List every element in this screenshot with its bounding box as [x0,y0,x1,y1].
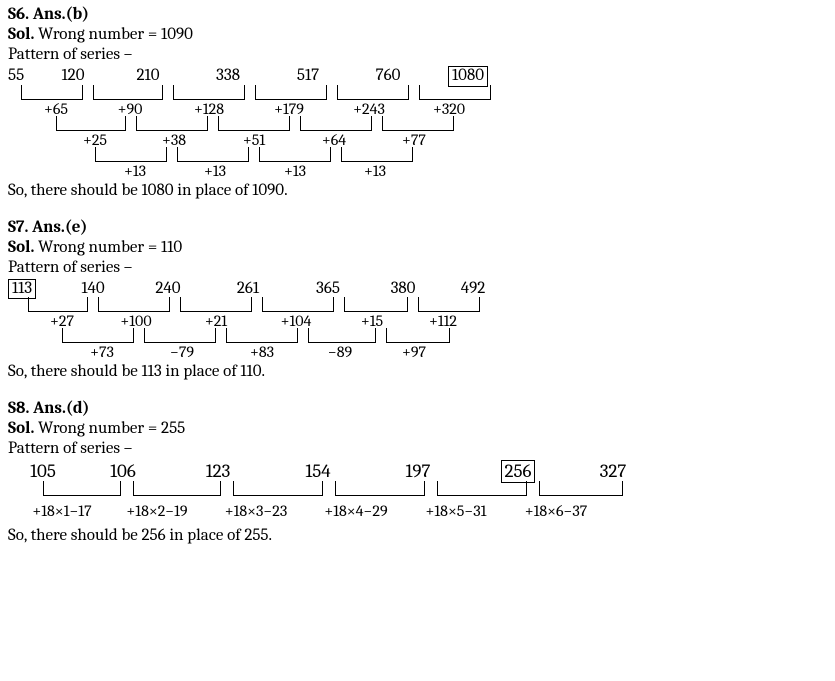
s8-conclusion: So, there should be 256 in place of 255. [8,526,827,545]
s7-d2-0: +73 [62,343,142,361]
solution-s6: S6. Ans.(b) Sol. Wrong number = 1090 Pat… [8,5,827,200]
s8-wrong: Wrong number = 255 [38,419,185,438]
s8-sol-label: Sol. [8,419,34,438]
s6-d3-1: +13 [175,162,255,180]
s8-t0: 105 [8,460,78,483]
solution-s7: S7. Ans.(e) Sol. Wrong number = 110 Patt… [8,218,827,382]
s7-br2 [8,328,827,343]
s8-d1-0: +18×1−17 [16,502,108,520]
s8-t1: 106 [78,460,168,483]
s6-wrong: Wrong number = 1090 [38,25,193,44]
s7-t5: 380 [368,279,438,300]
s7-series: 113 140 240 261 365 380 492 [8,279,827,300]
s7-t0-box: 113 [8,279,36,300]
s6-sol-line: Sol. Wrong number = 1090 [8,25,827,44]
s6-d3: +13 +13 +13 +13 [8,162,827,180]
s6-d3-3: +13 [335,162,415,180]
s8-d1: +18×1−17 +18×2−19 +18×3−23 +18×4−29 +18×… [8,502,827,520]
s7-t2: 240 [128,279,208,300]
s6-d3-0: +13 [95,162,175,180]
s6-br2 [8,116,827,131]
s8-pattern-label: Pattern of series – [8,439,827,458]
s7-d2-1: −79 [142,343,222,361]
s8-t5: 256 [468,460,568,483]
s6-d3-2: +13 [255,162,335,180]
s7-t0: 113 [8,279,58,300]
s6-t4: 517 [268,66,348,87]
s6-t6-box: 1080 [448,66,488,87]
s6-t6: 1080 [428,66,508,87]
s7-d2-4: +97 [378,343,450,361]
s7-t4: 365 [288,279,368,300]
s6-t2: 210 [108,66,188,87]
s8-header: S8. Ans.(d) [8,399,827,418]
s7-d2-3: −89 [302,343,378,361]
s7-t1: 140 [58,279,128,300]
s7-sol-label: Sol. [8,238,34,257]
s7-pattern-label: Pattern of series – [8,258,827,277]
s8-d1-2: +18×3−23 [206,502,306,520]
s7-conclusion: So, there should be 113 in place of 110. [8,362,827,381]
s8-d1-3: +18×4−29 [306,502,406,520]
s8-t4: 197 [368,460,468,483]
s7-sol-line: Sol. Wrong number = 110 [8,238,827,257]
s7-t6: 492 [438,279,508,300]
s7-d2: +73 −79 +83 −89 +97 [8,343,827,361]
s8-d1-4: +18×5−31 [406,502,506,520]
s6-series: 55 120 210 338 517 760 1080 [8,66,827,87]
s8-t2: 123 [168,460,268,483]
s6-pattern-label: Pattern of series – [8,45,827,64]
s8-d1-1: +18×2−19 [108,502,206,520]
s6-br3 [8,147,827,162]
s8-br1 [8,481,827,496]
s7-t3: 261 [208,279,288,300]
s7-br1 [8,297,827,312]
s6-t3: 338 [188,66,268,87]
s6-t0: 55 [8,66,38,87]
s7-d2-2: +83 [222,343,302,361]
s6-t5: 760 [348,66,428,87]
s8-d1-5: +18×6−37 [506,502,606,520]
s7-wrong: Wrong number = 110 [38,238,182,257]
s6-t1: 120 [38,66,108,87]
s7-header: S7. Ans.(e) [8,218,827,237]
s6-header: S6. Ans.(b) [8,5,827,24]
s8-t5-box: 256 [501,460,536,483]
s6-conclusion: So, there should be 1080 in place of 109… [8,181,827,200]
solution-s8: S8. Ans.(d) Sol. Wrong number = 255 Patt… [8,399,827,545]
s6-br1 [8,85,827,100]
s8-t6: 327 [568,460,658,483]
s6-sol-label: Sol. [8,25,34,44]
s8-sol-line: Sol. Wrong number = 255 [8,419,827,438]
s8-series: 105 106 123 154 197 256 327 [8,460,827,483]
s8-t3: 154 [268,460,368,483]
